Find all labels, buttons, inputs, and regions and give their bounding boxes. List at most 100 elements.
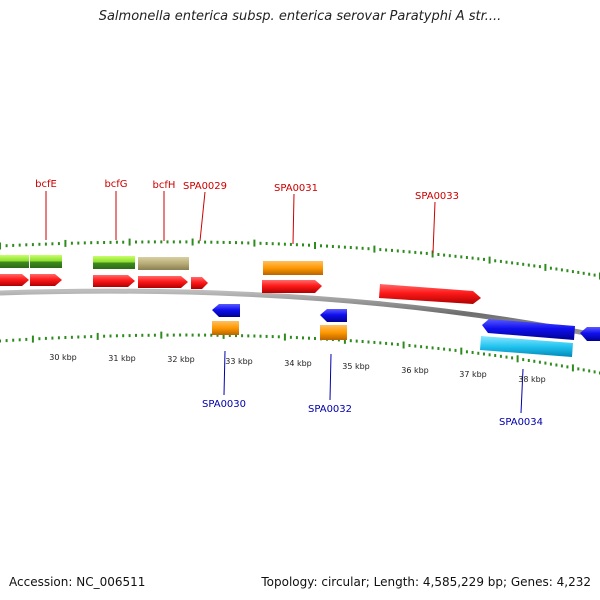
major-tick — [544, 263, 547, 271]
major-tick — [283, 333, 286, 341]
gene-bar-SPA0032-orange[interactable] — [320, 325, 347, 340]
minor-tick — [122, 334, 125, 338]
minor-tick — [70, 241, 73, 245]
minor-tick — [494, 354, 497, 357]
gene-bar-bcfE-b[interactable] — [30, 255, 62, 268]
gene-bar-bcfG[interactable] — [93, 256, 135, 269]
label-line-SPA0029 — [199, 191, 206, 242]
gene-label-bcfE[interactable]: bcfE — [35, 179, 57, 190]
minor-tick — [349, 246, 352, 249]
major-tick — [64, 239, 67, 247]
minor-tick — [488, 353, 491, 357]
minor-tick — [396, 249, 399, 253]
minor-tick — [314, 337, 316, 340]
minor-tick — [437, 253, 440, 256]
kbp-label: 32 kbp — [167, 355, 195, 364]
minor-tick — [64, 336, 67, 339]
minor-tick — [465, 256, 468, 259]
minor-tick — [320, 244, 322, 248]
minor-tick — [77, 241, 80, 245]
reverse-strand-genes — [212, 304, 600, 357]
gene-bar-SPA0030-orange[interactable] — [212, 321, 239, 335]
gene-bar-bcfH[interactable] — [138, 257, 189, 270]
minor-tick — [216, 333, 219, 337]
gene-arrow-SPA0030[interactable] — [212, 304, 240, 317]
kbp-scale-labels: 30 kbp 31 kbp 32 kbp 33 kbp 34 kbp 35 kb… — [49, 353, 546, 384]
minor-tick — [153, 333, 156, 337]
minor-tick — [135, 240, 137, 244]
minor-tick — [499, 259, 502, 263]
minor-tick — [349, 339, 352, 343]
minor-tick — [210, 240, 213, 244]
minor-tick — [593, 273, 596, 277]
minor-tick — [38, 337, 41, 341]
label-line-SPA0032 — [329, 353, 332, 401]
minor-tick — [331, 245, 334, 248]
minor-tick — [83, 335, 86, 339]
gene-bar-SPA0034-cyan[interactable] — [480, 336, 573, 357]
gene-label-SPA0033[interactable]: SPA0033 — [415, 191, 459, 202]
minor-tick — [289, 335, 292, 339]
gene-label-bcfH[interactable]: bcfH — [153, 180, 176, 191]
minor-tick — [408, 344, 411, 347]
minor-tick — [483, 352, 485, 356]
minor-tick — [460, 255, 463, 259]
gene-label-SPA0034[interactable]: SPA0034 — [499, 417, 543, 428]
minor-tick — [96, 241, 99, 245]
minor-tick — [522, 262, 525, 266]
gene-arrow-bcfG[interactable] — [93, 275, 135, 287]
minor-tick — [216, 240, 219, 244]
minor-tick — [277, 335, 280, 339]
gene-bar-bcfE-a[interactable] — [0, 255, 29, 268]
minor-tick — [420, 251, 423, 255]
minor-tick — [271, 335, 274, 339]
gene-arrow-next[interactable] — [580, 327, 600, 341]
minor-tick — [367, 247, 370, 251]
gene-arrow-SPA0029[interactable] — [191, 277, 208, 289]
gene-arrow-SPA0034[interactable] — [482, 319, 575, 340]
minor-tick — [443, 253, 446, 257]
minor-tick — [235, 241, 237, 245]
minor-tick — [44, 242, 47, 246]
gene-label-bcfG[interactable]: bcfG — [104, 179, 127, 190]
minor-tick — [197, 240, 200, 244]
minor-tick — [141, 240, 144, 244]
gene-label-SPA0032[interactable]: SPA0032 — [308, 404, 352, 415]
major-tick — [253, 239, 256, 247]
minor-tick — [555, 363, 558, 367]
minor-tick — [527, 359, 530, 362]
minor-tick — [128, 334, 131, 338]
minor-tick — [379, 248, 382, 252]
gene-arrow-bcfE-a[interactable] — [0, 274, 29, 286]
minor-tick — [103, 334, 106, 338]
minor-tick — [103, 241, 106, 244]
minor-tick — [90, 241, 93, 245]
minor-tick — [505, 355, 508, 359]
minor-tick — [527, 263, 530, 267]
reverse-strand-ticks — [0, 331, 600, 375]
gene-label-SPA0030[interactable]: SPA0030 — [202, 399, 246, 410]
minor-tick — [109, 240, 112, 244]
gene-arrow-SPA0032[interactable] — [320, 309, 347, 322]
minor-tick — [588, 369, 591, 373]
major-tick — [314, 242, 316, 249]
minor-tick — [241, 334, 244, 338]
label-line-SPA0034 — [520, 368, 524, 414]
minor-tick — [115, 240, 118, 244]
gene-label-SPA0031[interactable]: SPA0031 — [274, 183, 318, 194]
gene-arrow-bcfE-b[interactable] — [30, 274, 62, 286]
minor-tick — [259, 241, 262, 245]
gene-arrow-SPA0031[interactable] — [262, 280, 322, 293]
minor-tick — [367, 340, 370, 344]
major-tick — [191, 238, 194, 246]
minor-tick — [385, 248, 388, 252]
minor-tick — [295, 336, 298, 340]
minor-tick — [385, 341, 388, 345]
minor-tick — [355, 339, 358, 343]
gene-arrow-bcfH[interactable] — [138, 276, 188, 288]
gene-label-SPA0029[interactable]: SPA0029 — [183, 181, 227, 192]
minor-tick — [18, 243, 21, 247]
gene-arrow-SPA0033[interactable] — [379, 284, 481, 304]
minor-tick — [355, 246, 358, 250]
gene-bar-SPA0031-orange[interactable] — [263, 261, 323, 275]
